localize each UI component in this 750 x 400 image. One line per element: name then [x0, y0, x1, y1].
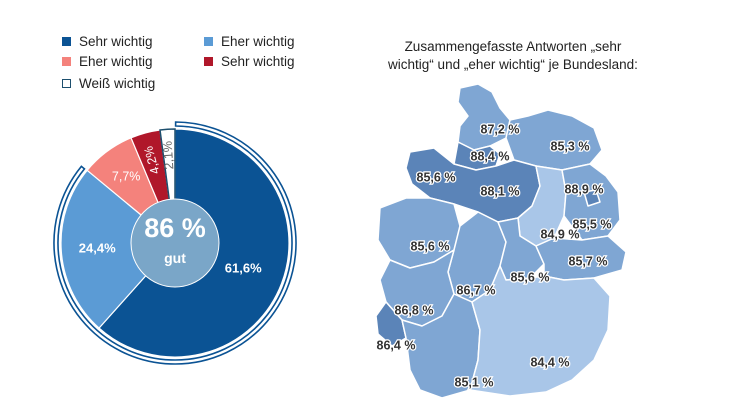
map-value-label: 88,4 % [471, 149, 510, 163]
map-value-label: 85,6 % [417, 170, 456, 184]
map-value-label: 88,9 % [565, 182, 604, 196]
map-region-mecklenburg-vorpommern [505, 109, 603, 171]
legend-label: Weiß wichtig [79, 76, 156, 91]
map-value-label: 87,2 % [481, 122, 520, 136]
legend-item: Eher wichtig [62, 54, 153, 69]
map-value-label: 85,6 % [511, 270, 550, 284]
pie-center-value: 86 % [144, 213, 206, 243]
map-region-berlin [583, 189, 601, 207]
map-value-label: 85,1 % [455, 375, 494, 389]
map-region-sachsen [535, 235, 627, 281]
legend-item: Weiß wichtig [62, 76, 155, 91]
map-value-label: 84,9 % [541, 227, 580, 241]
map-value-label: 84,4 % [531, 355, 570, 369]
pie-slice [60, 169, 176, 329]
map-region-bayern [469, 265, 611, 397]
pie-slice-label: 61,6% [225, 260, 262, 275]
map-value-label: 86,4 % [377, 338, 416, 352]
legend-swatch [62, 57, 71, 66]
pie-center-circle [130, 198, 220, 288]
map-value-label: 88,1 % [481, 184, 520, 198]
legend-swatch [62, 79, 71, 88]
legend-item: Eher wichtig [204, 34, 295, 49]
legend-label: Sehr wichtig [79, 34, 153, 49]
pie-center-text: gut [164, 250, 186, 266]
legend-item: Sehr wichtig [204, 54, 295, 69]
legend-item: Sehr wichtig [62, 34, 153, 49]
legend-label: Sehr wichtig [221, 54, 295, 69]
germany-map: 87,2 % 88,4 % 85,3 % 85,6 % 88,1 % 88,9 % 84,9… [375, 83, 627, 399]
pie-outline-ring [53, 121, 297, 365]
map-value-label: 85,5 % [573, 217, 612, 231]
map-value-label: 85,6 % [411, 239, 450, 253]
map-title-line-2: wichtig“ und „eher wichtig“ je Bundeslan… [388, 57, 638, 72]
legend-swatch [204, 37, 213, 46]
pie-slice-label: 7,7% [112, 169, 141, 183]
map-value-label: 86,8 % [395, 303, 434, 317]
map-title: Zusammengefasste Antworten „sehr wichtig… [352, 38, 674, 74]
pie-slice-label: 2,1% [161, 141, 177, 170]
map-region-schleswig-holstein [457, 83, 511, 151]
legend-swatch [62, 37, 71, 46]
legend-label: Eher wichtig [79, 54, 153, 69]
legend-swatch [204, 57, 213, 66]
map-value-label: 86,7 % [457, 283, 496, 297]
map-value-label: 85,7 % [569, 254, 608, 268]
map-title-line-1: Zusammengefasste Antworten „sehr [404, 39, 622, 54]
pie-slice-label: 24,4% [79, 240, 116, 255]
map-value-label: 85,3 % [551, 139, 590, 153]
legend-label: Eher wichtig [221, 34, 295, 49]
map-region-thueringen [497, 217, 545, 281]
